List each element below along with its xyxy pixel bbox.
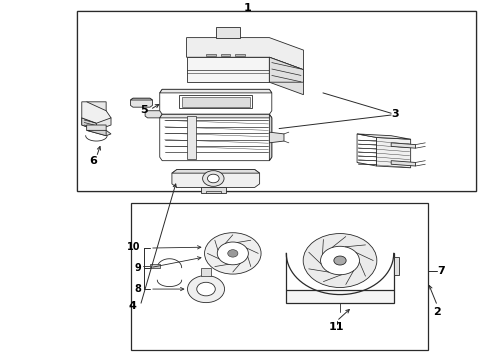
Polygon shape bbox=[201, 188, 225, 193]
Text: 8: 8 bbox=[134, 284, 141, 294]
Text: 4: 4 bbox=[128, 301, 136, 311]
Polygon shape bbox=[87, 125, 111, 136]
Text: 7: 7 bbox=[438, 266, 445, 276]
Polygon shape bbox=[187, 57, 270, 82]
Bar bbox=[130, 203, 428, 350]
Polygon shape bbox=[206, 191, 220, 193]
Polygon shape bbox=[160, 114, 272, 118]
Polygon shape bbox=[357, 134, 411, 139]
Circle shape bbox=[217, 242, 248, 265]
Circle shape bbox=[207, 174, 219, 183]
Polygon shape bbox=[391, 143, 416, 148]
Polygon shape bbox=[220, 54, 230, 56]
Polygon shape bbox=[160, 89, 272, 114]
Polygon shape bbox=[87, 130, 106, 136]
Polygon shape bbox=[270, 57, 303, 82]
Polygon shape bbox=[82, 102, 111, 130]
Polygon shape bbox=[187, 116, 196, 159]
Circle shape bbox=[228, 250, 238, 257]
Polygon shape bbox=[187, 37, 303, 70]
Polygon shape bbox=[82, 118, 97, 130]
Polygon shape bbox=[391, 161, 416, 166]
Polygon shape bbox=[130, 98, 152, 100]
Polygon shape bbox=[270, 114, 272, 161]
Polygon shape bbox=[235, 54, 245, 56]
Polygon shape bbox=[82, 102, 111, 123]
Circle shape bbox=[204, 233, 261, 274]
Bar bbox=[182, 97, 250, 107]
Circle shape bbox=[320, 246, 360, 275]
Polygon shape bbox=[286, 290, 394, 303]
Polygon shape bbox=[160, 114, 272, 161]
Polygon shape bbox=[270, 57, 303, 95]
Polygon shape bbox=[179, 95, 252, 108]
Polygon shape bbox=[160, 89, 272, 93]
Text: 1: 1 bbox=[244, 3, 251, 13]
Polygon shape bbox=[201, 268, 211, 275]
Circle shape bbox=[334, 256, 346, 265]
Circle shape bbox=[202, 171, 224, 186]
Text: 9: 9 bbox=[134, 263, 141, 273]
Polygon shape bbox=[145, 111, 167, 118]
Polygon shape bbox=[206, 54, 216, 56]
Text: 5: 5 bbox=[140, 105, 148, 115]
Polygon shape bbox=[172, 170, 260, 188]
Bar bbox=[77, 11, 476, 191]
Polygon shape bbox=[394, 257, 399, 275]
Text: 11: 11 bbox=[329, 322, 344, 332]
Text: 10: 10 bbox=[127, 242, 141, 252]
Circle shape bbox=[188, 275, 224, 303]
Circle shape bbox=[303, 234, 377, 288]
Polygon shape bbox=[172, 170, 260, 173]
Polygon shape bbox=[77, 11, 476, 191]
Text: 6: 6 bbox=[89, 156, 97, 166]
Polygon shape bbox=[357, 134, 376, 166]
Polygon shape bbox=[270, 132, 284, 143]
Text: 2: 2 bbox=[434, 306, 441, 316]
Polygon shape bbox=[150, 264, 160, 268]
Polygon shape bbox=[130, 98, 152, 107]
Polygon shape bbox=[376, 138, 411, 168]
Circle shape bbox=[197, 282, 215, 296]
Text: 3: 3 bbox=[391, 109, 399, 119]
Polygon shape bbox=[216, 27, 240, 37]
